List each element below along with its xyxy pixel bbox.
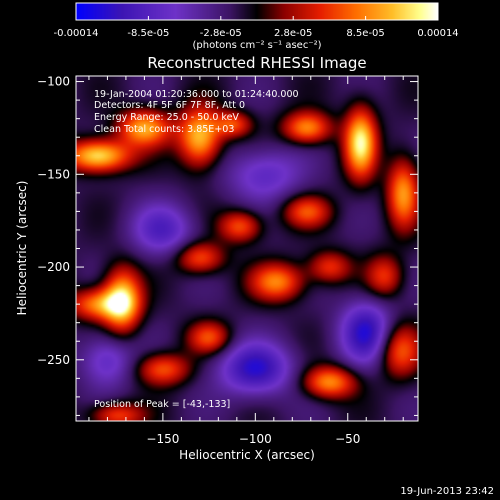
heatmap-image xyxy=(76,76,418,421)
x-axis: −150 −100 −50 xyxy=(88,76,404,446)
x-tick-label: −100 xyxy=(239,432,272,446)
x-tick-label: −50 xyxy=(335,432,360,446)
colorbar-tick-label: -0.00014 xyxy=(54,28,99,39)
colorbar-unit-label: (photons cm⁻² s⁻¹ asec⁻²) xyxy=(192,40,321,51)
y-tick-label: −150 xyxy=(37,167,70,181)
chart-title: Reconstructed RHESSI Image xyxy=(147,54,366,72)
x-tick-label: −150 xyxy=(146,432,179,446)
colorbar-tick-label: 2.8e-05 xyxy=(274,28,312,39)
colorbar-ticks: -0.00014 -8.5e-05 -2.8e-05 2.8e-05 8.5e-05 0.… xyxy=(54,16,459,39)
x-axis-label: Heliocentric X (arcsec) xyxy=(179,448,315,462)
colorbar-frame xyxy=(75,2,439,21)
colorbar: -0.00014 -8.5e-05 -2.8e-05 2.8e-05 8.5e-05 0.… xyxy=(54,2,459,51)
peak-position-label: Position of Peak = [-43,-133] xyxy=(94,399,230,410)
y-axis-label: Heliocentric Y (arcsec) xyxy=(15,181,29,316)
annotation-time-range: 19-Jan-2004 01:20:36.000 to 01:24:40.000 xyxy=(94,89,299,100)
colorbar-tick-label: -2.8e-05 xyxy=(200,28,242,39)
colorbar-tick-label: 0.00014 xyxy=(417,28,458,39)
render-timestamp: 19-Jun-2013 23:42 xyxy=(400,486,494,497)
y-tick-label: −250 xyxy=(37,353,70,367)
annotation-clean-counts: Clean Total counts: 3.85E+03 xyxy=(94,124,234,135)
colorbar-gradient xyxy=(76,3,438,20)
annotation-detectors: Detectors: 4F 5F 6F 7F 8F, Att 0 xyxy=(94,100,245,111)
y-axis: −100 −150 −200 −250 xyxy=(37,75,418,416)
y-tick-label: −200 xyxy=(37,260,70,274)
observation-info: 19-Jan-2004 01:20:36.000 to 01:24:40.000… xyxy=(94,89,299,135)
annotation-energy-range: Energy Range: 25.0 - 50.0 keV xyxy=(94,112,239,123)
y-tick-label: −100 xyxy=(37,75,70,89)
colorbar-tick-label: 8.5e-05 xyxy=(346,28,384,39)
colorbar-tick-label: -8.5e-05 xyxy=(127,28,169,39)
